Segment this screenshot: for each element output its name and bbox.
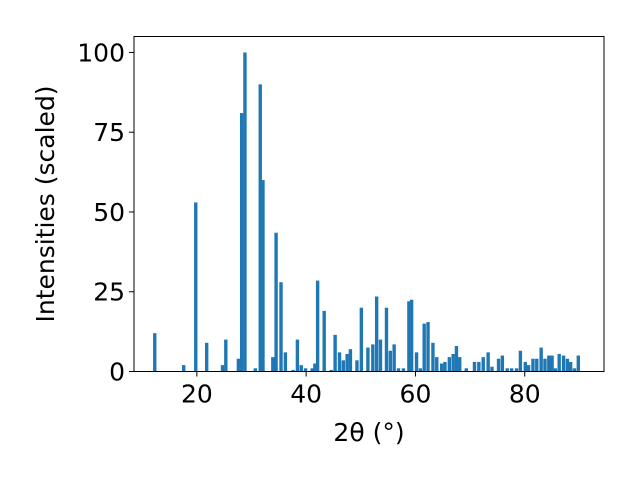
y-tick-label: 75 (93, 118, 125, 147)
y-axis-label: Intensities (scaled) (31, 85, 60, 322)
bar (329, 369, 333, 372)
bar (194, 202, 198, 372)
bar (439, 363, 444, 372)
bar (509, 368, 514, 372)
y-tick-label: 100 (77, 38, 125, 67)
bar (464, 368, 468, 372)
bar (261, 180, 265, 372)
y-tick-label: 0 (109, 358, 125, 387)
bar (518, 350, 523, 372)
bar (274, 232, 278, 372)
bar (283, 352, 288, 372)
bar (378, 339, 383, 372)
x-tick-label: 60 (400, 380, 432, 409)
bar (374, 296, 379, 372)
bar (366, 347, 370, 372)
bar (514, 368, 519, 372)
x-tick-label: 20 (181, 380, 213, 409)
x-tick-label: 40 (290, 380, 322, 409)
bar (414, 352, 419, 372)
bar (451, 353, 455, 372)
bar (341, 360, 346, 372)
x-axis-label: 2θ (°) (333, 418, 404, 447)
plot-frame (133, 36, 605, 372)
bar (295, 339, 300, 372)
bar (337, 352, 342, 372)
bar (310, 368, 314, 372)
bar (550, 355, 554, 372)
bar (443, 361, 447, 372)
bar (496, 358, 501, 372)
bar (409, 299, 414, 372)
bar (299, 365, 303, 372)
y-tick-label: 25 (93, 278, 125, 307)
bar (371, 344, 375, 372)
bar (553, 368, 558, 372)
bar (500, 355, 505, 372)
bar (348, 349, 353, 372)
bar (435, 357, 439, 372)
bar (401, 368, 406, 372)
x-axis-ticks: 20 40 60 80 (181, 371, 541, 409)
bar (505, 368, 509, 372)
bar (392, 344, 396, 372)
bar (303, 368, 308, 372)
bar (477, 361, 481, 372)
bar (418, 368, 423, 372)
bar (271, 357, 275, 372)
bar (539, 347, 543, 372)
bar (490, 366, 494, 372)
bar (458, 357, 462, 372)
bar (315, 280, 320, 372)
bar (322, 310, 326, 372)
bar (572, 368, 577, 372)
bar (454, 345, 459, 372)
bar (279, 282, 283, 372)
bar (182, 365, 186, 372)
bar (333, 334, 337, 372)
bar (426, 322, 430, 372)
bar (153, 333, 157, 372)
bar (431, 342, 435, 372)
bars-group (153, 52, 581, 372)
bar (396, 368, 401, 372)
bar (523, 361, 527, 372)
bar (447, 357, 452, 372)
bar (547, 355, 551, 372)
bar (384, 307, 389, 372)
bar (239, 113, 244, 372)
y-tick-label: 50 (93, 198, 125, 227)
bar (407, 301, 411, 372)
bar (568, 361, 573, 372)
bar (258, 84, 262, 372)
bar (355, 360, 359, 372)
bar (253, 368, 258, 372)
bar (291, 369, 295, 372)
bar (557, 353, 561, 372)
bar (236, 358, 241, 372)
bar (359, 307, 364, 372)
bar (561, 355, 566, 372)
bar (526, 365, 531, 372)
bar (486, 352, 490, 372)
bar (543, 358, 547, 372)
bar (345, 353, 349, 372)
bar (535, 358, 539, 372)
bar (565, 358, 570, 372)
bar (204, 342, 209, 372)
bar (388, 350, 393, 372)
bar (313, 363, 317, 372)
bar (472, 361, 477, 372)
bar (224, 339, 228, 372)
y-axis-ticks: 0 25 50 75 100 (77, 38, 134, 387)
bar (576, 355, 581, 372)
bar (481, 357, 485, 372)
x-tick-label: 80 (509, 380, 541, 409)
bar (220, 365, 225, 372)
bar (531, 358, 535, 372)
bar (422, 323, 426, 372)
bar (243, 52, 247, 372)
